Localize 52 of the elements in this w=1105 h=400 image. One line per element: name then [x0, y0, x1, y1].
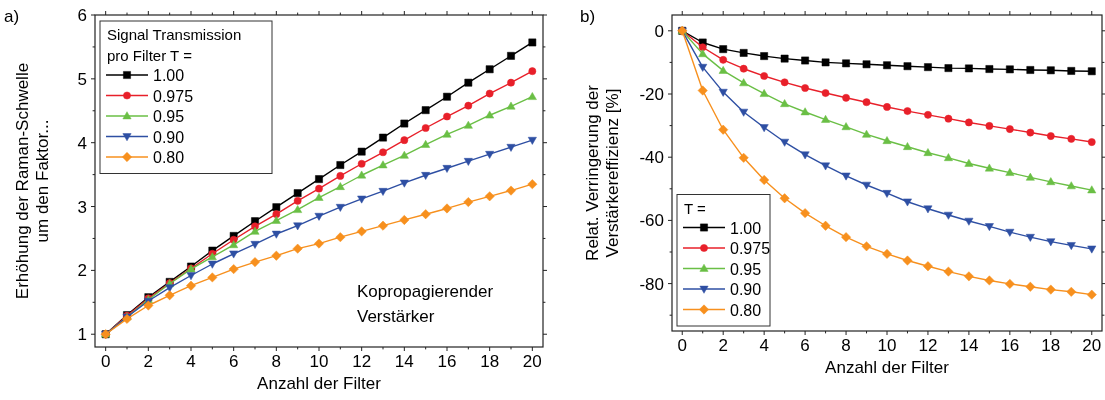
legend-label: 1.00 [730, 219, 762, 237]
y-tick-label: 4 [77, 133, 87, 153]
legend-label: 0.90 [153, 128, 185, 146]
x-tick-label: 18 [480, 352, 500, 371]
y-axis-title: Erhöhung der Raman-Schwelle um den Faktor... [13, 62, 52, 300]
y-tick-label: 3 [77, 197, 87, 217]
y-tick-label: 2 [77, 261, 87, 281]
x-tick-label: 14 [394, 352, 414, 371]
x-axis-title: Anzahl der Filter [825, 358, 950, 377]
x-tick-label: 16 [437, 352, 457, 371]
y-tick-label: 0 [654, 21, 664, 41]
legend-label: 0.95 [730, 260, 762, 278]
x-tick-label: 12 [352, 352, 372, 371]
x-tick-label: 12 [918, 336, 938, 355]
y-tick-label: -20 [639, 85, 664, 104]
x-tick-label: 18 [1041, 336, 1061, 355]
x-tick-label: 2 [143, 352, 154, 371]
y-tick-label: 5 [77, 69, 87, 89]
legend-label: 0.80 [730, 301, 762, 319]
x-tick-label: 20 [522, 352, 542, 371]
legend-label: 0.90 [730, 281, 762, 298]
x-tick-label: 14 [959, 336, 979, 355]
legend-title: T = [684, 199, 707, 217]
annotation: Kopropagierender Verstärker [357, 282, 494, 326]
legend-title: Signal Transmission pro Filter T = [107, 26, 242, 64]
y-tick-label: -80 [639, 274, 664, 294]
x-tick-label: 6 [800, 336, 810, 355]
x-tick-label: 8 [271, 352, 282, 371]
legend-label: 0.975 [730, 240, 771, 257]
legend-label: 0.95 [153, 108, 185, 125]
legend-label: 0.975 [153, 87, 194, 105]
y-tick-label: 1 [77, 325, 87, 345]
x-tick-label: 10 [877, 336, 897, 355]
x-tick-label: 6 [228, 352, 239, 371]
x-tick-label: 16 [1000, 336, 1020, 355]
x-tick-label: 0 [677, 336, 687, 355]
x-tick-label: 4 [186, 352, 196, 371]
y-tick-label: -60 [639, 211, 664, 231]
legend-label: 1.00 [153, 67, 185, 84]
legend-label: 0.80 [153, 149, 185, 166]
y-tick-label: 6 [77, 6, 87, 25]
x-tick-label: 20 [1082, 336, 1102, 355]
chart-title: b) [580, 7, 596, 26]
x-tick-label: 2 [718, 336, 728, 355]
x-axis-title: Anzahl der Filter [257, 374, 382, 393]
x-tick-label: 4 [759, 336, 769, 355]
x-tick-label: 0 [100, 352, 111, 371]
y-tick-label: -40 [639, 148, 664, 168]
chart-title: a) [4, 7, 20, 26]
y-axis-title: Relat. Verringerung der Verstärkereffizienz [%] [583, 84, 622, 261]
x-tick-label: 8 [841, 336, 851, 355]
x-tick-label: 10 [309, 352, 329, 371]
